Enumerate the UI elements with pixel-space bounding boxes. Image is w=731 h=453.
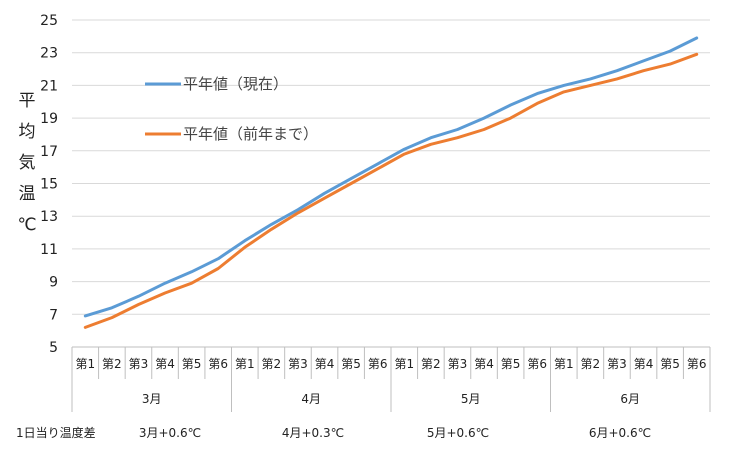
series-line-1 bbox=[83, 36, 699, 318]
month-label: 6月 bbox=[620, 392, 640, 406]
x-tick-label: 第1 bbox=[554, 357, 574, 371]
y-tick-labels: 5 7 9 11 13 15 17 19 21 23 25 bbox=[40, 13, 58, 356]
x-tick-label: 第2 bbox=[581, 357, 601, 371]
footer-diff-row: 1日当り温度差 3月+0.6℃ 4月+0.3℃ 5月+0.6℃ 6月+0.6℃ bbox=[16, 425, 651, 440]
x-tick-label: 第2 bbox=[262, 357, 282, 371]
y-tick-label: 21 bbox=[40, 78, 58, 94]
y-axis-label-char: 平 bbox=[19, 91, 36, 111]
x-tick-label: 第1 bbox=[235, 357, 255, 371]
legend: 平年値（現在） 平年値（前年まで） bbox=[145, 75, 318, 143]
y-tick-label: 9 bbox=[49, 275, 58, 291]
footer-diff: 3月+0.6℃ bbox=[139, 426, 201, 440]
y-tick-label: 11 bbox=[40, 242, 58, 258]
month-label: 3月 bbox=[142, 392, 162, 406]
y-axis-label-char: 気 bbox=[19, 153, 36, 173]
y-axis-label-char: 温 bbox=[19, 184, 36, 204]
y-tick-label: 5 bbox=[49, 340, 58, 356]
y-tick-label: 25 bbox=[40, 13, 58, 29]
y-tick-label: 7 bbox=[49, 307, 58, 323]
y-axis-label-char: 均 bbox=[19, 122, 36, 142]
y-tick-label: 17 bbox=[40, 144, 58, 160]
x-tick-label: 第1 bbox=[75, 357, 95, 371]
x-tick-label: 第4 bbox=[634, 357, 654, 371]
series-lines bbox=[83, 36, 699, 329]
x-tick-label: 第3 bbox=[448, 357, 468, 371]
x-tick-label: 第4 bbox=[155, 357, 175, 371]
y-tick-label: 23 bbox=[40, 46, 58, 62]
grid-lines bbox=[72, 19, 710, 348]
x-tick-label: 第5 bbox=[341, 357, 361, 371]
series-line-2 bbox=[83, 52, 699, 329]
x-tick-label: 第3 bbox=[288, 357, 308, 371]
x-axis: 第1 第2 第3 第4 第5 第6 第1 第2 第3 第4 第5 第6 第1 第2 第3 第4 第5 第6 第1 第2… bbox=[71, 346, 711, 412]
footer-diff: 6月+0.6℃ bbox=[589, 426, 651, 440]
y-tick-label: 13 bbox=[40, 209, 58, 225]
x-tick-label: 第3 bbox=[607, 357, 627, 371]
x-tick-label: 第5 bbox=[660, 357, 680, 371]
x-tick-label: 第5 bbox=[501, 357, 521, 371]
footer-label: 1日当り温度差 bbox=[16, 425, 96, 440]
x-tick-label: 第6 bbox=[527, 357, 547, 371]
y-tick-label: 19 bbox=[40, 111, 58, 127]
footer-diff: 4月+0.3℃ bbox=[282, 426, 344, 440]
y-axis-label-char: ℃ bbox=[17, 215, 36, 235]
x-tick-label: 第6 bbox=[687, 357, 707, 371]
x-tick-label: 第6 bbox=[368, 357, 388, 371]
x-tick-label: 第6 bbox=[208, 357, 228, 371]
legend-entry: 平年値（前年まで） bbox=[183, 125, 318, 143]
month-label: 4月 bbox=[301, 392, 321, 406]
x-tick-label: 第4 bbox=[474, 357, 494, 371]
legend-entry: 平年値（現在） bbox=[183, 75, 288, 93]
y-tick-label: 15 bbox=[40, 177, 58, 193]
x-tick-label: 第1 bbox=[394, 357, 414, 371]
footer-diff: 5月+0.6℃ bbox=[427, 426, 489, 440]
x-tick-label: 第2 bbox=[421, 357, 441, 371]
month-label: 5月 bbox=[461, 392, 481, 406]
x-tick-label: 第3 bbox=[129, 357, 149, 371]
x-tick-label: 第4 bbox=[315, 357, 335, 371]
x-tick-label: 第5 bbox=[182, 357, 202, 371]
x-tick-label: 第2 bbox=[102, 357, 122, 371]
